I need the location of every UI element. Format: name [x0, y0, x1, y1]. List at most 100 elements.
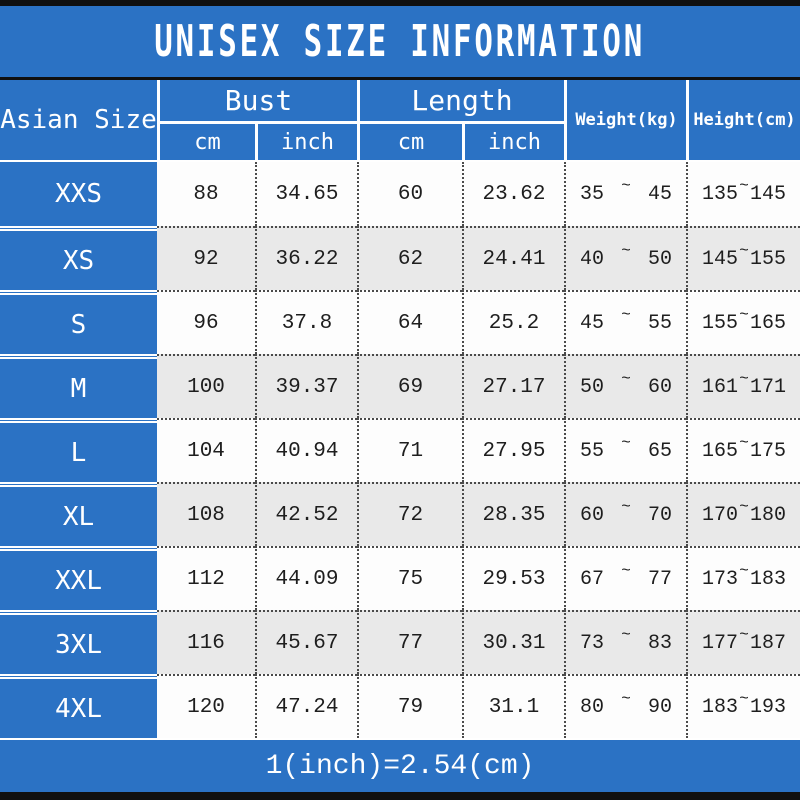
header-asian-size: Asian Size: [0, 80, 157, 160]
height-range: 161 ~171: [686, 354, 800, 418]
tilde-icon: ~: [621, 370, 631, 388]
size-label: XXS: [0, 162, 157, 226]
bust-inch-value: 36.22: [255, 226, 357, 290]
table-row-xxs: XXS 88 34.65 60 23.62 35 ~45 135 ~145: [0, 162, 800, 226]
length-inch-value: 23.62: [462, 162, 564, 226]
weight-max: 45: [647, 182, 672, 206]
bust-inch-value: 40.94: [255, 418, 357, 482]
weight-max: 70: [647, 503, 672, 527]
length-cm-value: 79: [357, 674, 462, 738]
tilde-icon: ~: [621, 562, 631, 580]
bust-cm-value: 116: [157, 610, 255, 674]
weight-range: 80 ~90: [564, 674, 686, 738]
tilde-icon: ~: [621, 306, 631, 324]
header-bust-group: Bust: [160, 80, 357, 121]
table-row-4xl: 4XL 120 47.24 79 31.1 80 ~90 183 ~193: [0, 674, 800, 738]
footer-banner: 1(inch)=2.54(cm): [0, 740, 800, 792]
bust-inch-value: 34.65: [255, 162, 357, 226]
height-min: 161: [702, 375, 739, 399]
weight-min: 45: [580, 311, 605, 335]
height-min: 177: [702, 631, 739, 655]
bottom-black-stripe: [0, 792, 800, 800]
footer-divider: [0, 738, 800, 740]
height-max: 193: [749, 695, 786, 719]
tilde-icon: ~: [739, 306, 749, 324]
bust-inch-value: 44.09: [255, 546, 357, 610]
weight-max: 77: [647, 567, 672, 591]
bust-cm-value: 92: [157, 226, 255, 290]
bust-cm-value: 104: [157, 418, 255, 482]
weight-range: 67 ~77: [564, 546, 686, 610]
length-inch-value: 31.1: [462, 674, 564, 738]
height-range: 177 ~187: [686, 610, 800, 674]
header-bust-inch: inch: [258, 124, 357, 160]
bust-inch-value: 39.37: [255, 354, 357, 418]
bust-inch-value: 45.67: [255, 610, 357, 674]
table-header: Asian Size Bust Length Weight(kg) Height…: [0, 80, 800, 160]
weight-max: 83: [647, 631, 672, 655]
weight-max: 65: [647, 439, 672, 463]
height-range: 183 ~193: [686, 674, 800, 738]
weight-min: 67: [580, 567, 605, 591]
bust-cm-value: 112: [157, 546, 255, 610]
header-length-inch: inch: [465, 124, 564, 160]
height-min: 145: [702, 247, 739, 271]
weight-min: 40: [580, 247, 605, 271]
weight-min: 80: [580, 695, 605, 719]
length-cm-value: 75: [357, 546, 462, 610]
table-row-s: S 96 37.8 64 25.2 45 ~55 155 ~165: [0, 290, 800, 354]
tilde-icon: ~: [621, 242, 631, 260]
tilde-icon: ~: [739, 498, 749, 516]
length-inch-value: 29.53: [462, 546, 564, 610]
table-row-3xl: 3XL 116 45.67 77 30.31 73 ~83 177 ~187: [0, 610, 800, 674]
page-title: UNISEX SIZE INFORMATION: [154, 16, 646, 67]
size-label: S: [0, 290, 157, 354]
weight-max: 55: [647, 311, 672, 335]
height-max: 180: [749, 503, 786, 527]
height-min: 173: [702, 567, 739, 591]
height-range: 173 ~183: [686, 546, 800, 610]
weight-min: 50: [580, 375, 605, 399]
height-max: 165: [749, 311, 786, 335]
height-range: 170 ~180: [686, 482, 800, 546]
table-row-xxl: XXL 112 44.09 75 29.53 67 ~77 173 ~183: [0, 546, 800, 610]
title-divider-line: [0, 77, 800, 80]
table-row-m: M 100 39.37 69 27.17 50 ~60 161 ~171: [0, 354, 800, 418]
tilde-icon: ~: [621, 434, 631, 452]
bust-cm-value: 96: [157, 290, 255, 354]
height-max: 155: [749, 247, 786, 271]
tilde-icon: ~: [739, 177, 749, 195]
table-row-xs: XS 92 36.22 62 24.41 40 ~50 145 ~155: [0, 226, 800, 290]
weight-range: 55 ~65: [564, 418, 686, 482]
weight-min: 55: [580, 439, 605, 463]
tilde-icon: ~: [739, 626, 749, 644]
bust-inch-value: 37.8: [255, 290, 357, 354]
height-min: 170: [702, 503, 739, 527]
header-weight: Weight(kg): [567, 80, 686, 160]
height-max: 187: [749, 631, 786, 655]
weight-min: 60: [580, 503, 605, 527]
tilde-icon: ~: [739, 690, 749, 708]
length-cm-value: 69: [357, 354, 462, 418]
height-range: 155 ~165: [686, 290, 800, 354]
size-label: XXL: [0, 546, 157, 610]
bust-cm-value: 120: [157, 674, 255, 738]
length-cm-value: 62: [357, 226, 462, 290]
length-inch-value: 28.35: [462, 482, 564, 546]
length-inch-value: 25.2: [462, 290, 564, 354]
length-cm-value: 77: [357, 610, 462, 674]
top-black-stripe: [0, 0, 800, 6]
weight-range: 40 ~50: [564, 226, 686, 290]
header-bust-cm: cm: [160, 124, 255, 160]
tilde-icon: ~: [621, 177, 631, 195]
table-row-l: L 104 40.94 71 27.95 55 ~65 165 ~175: [0, 418, 800, 482]
weight-range: 60 ~70: [564, 482, 686, 546]
weight-min: 73: [580, 631, 605, 655]
weight-range: 45 ~55: [564, 290, 686, 354]
tilde-icon: ~: [739, 370, 749, 388]
length-inch-value: 30.31: [462, 610, 564, 674]
length-inch-value: 27.95: [462, 418, 564, 482]
tilde-icon: ~: [621, 498, 631, 516]
length-cm-value: 71: [357, 418, 462, 482]
size-label: XS: [0, 226, 157, 290]
